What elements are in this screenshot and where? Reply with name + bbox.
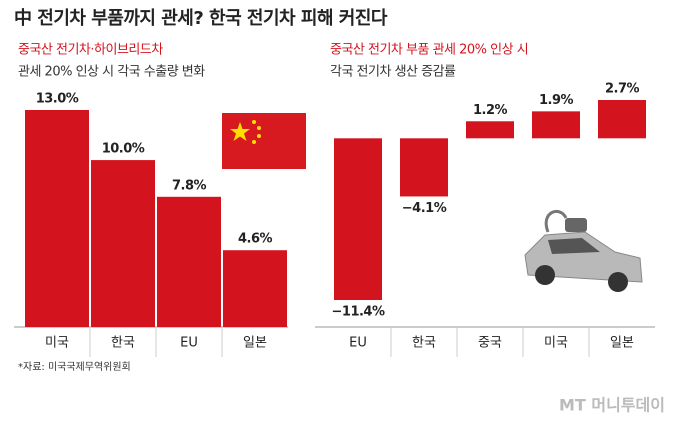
- chart-subtitle: 각국 전기차 생산 증감률: [330, 65, 456, 80]
- bar: [157, 196, 221, 327]
- value-label: 2.7%: [605, 82, 640, 97]
- category-label: 미국: [544, 336, 568, 351]
- bar: [400, 138, 448, 197]
- china-flag: [222, 113, 306, 169]
- value-label: 7.8%: [172, 178, 207, 193]
- bar: [223, 250, 287, 327]
- car-illustration: [524, 209, 643, 292]
- bar: [91, 160, 155, 327]
- value-label: 13.0%: [36, 92, 79, 107]
- bar: [598, 100, 646, 139]
- source: *자료: 미국국제무역위원회: [18, 360, 131, 373]
- value-label: 1.2%: [473, 103, 508, 118]
- category-label: 일본: [610, 336, 634, 351]
- category-label: 일본: [243, 336, 267, 351]
- category-label: 미국: [45, 336, 69, 351]
- bar: [466, 121, 514, 139]
- category-label: 한국: [412, 336, 436, 351]
- value-label: 10.0%: [102, 142, 145, 157]
- watermark: MT 머니투데이: [559, 396, 665, 415]
- chart-subtitle: 관세 20% 인상 시 각국 수출량 변화: [18, 65, 205, 80]
- category-label: EU: [349, 336, 367, 351]
- chart-subtitle: 중국산 전기차·하이브리드차: [18, 43, 163, 58]
- bar: [532, 111, 580, 139]
- value-label: −11.4%: [332, 305, 385, 320]
- main-title: 中 전기차 부품까지 관세? 한국 전기차 피해 커진다: [14, 7, 388, 29]
- category-label: 중국: [478, 336, 502, 351]
- bar: [25, 110, 89, 327]
- category-label: EU: [180, 336, 198, 351]
- chart-subtitle: 중국산 전기차 부품 관세 20% 인상 시: [330, 43, 528, 58]
- value-label: 1.9%: [539, 93, 574, 108]
- value-label: 4.6%: [238, 232, 273, 247]
- bar: [334, 138, 382, 300]
- category-label: 한국: [111, 336, 135, 351]
- value-label: −4.1%: [402, 201, 447, 216]
